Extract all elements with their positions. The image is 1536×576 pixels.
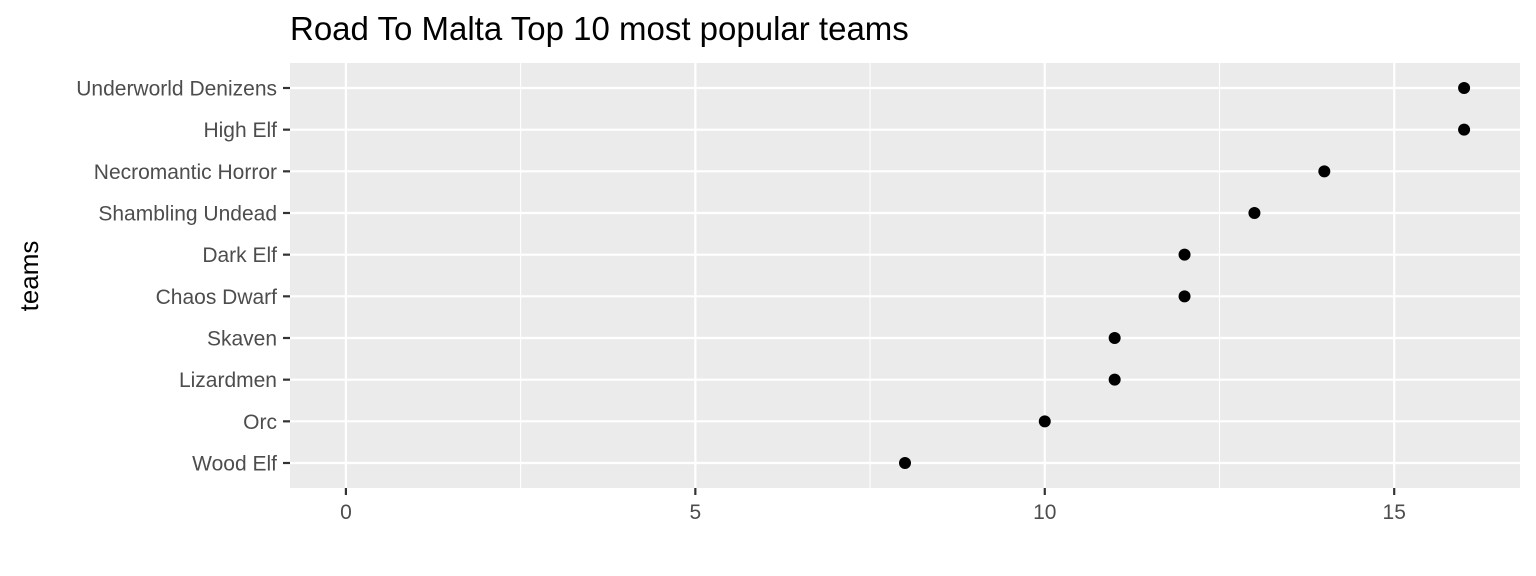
data-point [1178, 290, 1191, 303]
y-axis: Underworld Denizens High Elf Necromantic H… [76, 78, 290, 476]
data-point [1108, 373, 1121, 386]
x-tick-label: 5 [689, 501, 701, 524]
y-tick-label: Shambling Undead [98, 203, 277, 226]
data-point [1108, 332, 1121, 344]
y-axis-title: teams [14, 241, 44, 312]
y-tick-label: Orc [243, 411, 277, 434]
data-point [899, 457, 911, 469]
data-point [1458, 123, 1471, 136]
data-points [899, 82, 1471, 469]
y-tick-label: High Elf [203, 119, 277, 142]
plot-panel [290, 63, 1520, 488]
y-tick-label: Dark Elf [202, 244, 277, 267]
y-tick-label: Lizardmen [179, 369, 277, 392]
y-tick-label: Underworld Denizens [76, 78, 277, 101]
panel-background [290, 63, 1520, 488]
y-tick-label: Necromantic Horror [94, 161, 277, 184]
y-tick-label: Skaven [207, 328, 277, 351]
x-tick-label: 15 [1383, 501, 1406, 524]
data-point [1178, 248, 1191, 261]
data-point [1318, 165, 1331, 178]
chart-title: Road To Malta Top 10 most popular teams [290, 10, 909, 47]
x-tick-label: 10 [1033, 501, 1056, 524]
x-tick-label: 0 [340, 501, 352, 524]
x-axis: 0 5 10 15 [340, 488, 1406, 524]
data-point [1248, 207, 1261, 219]
y-tick-label: Chaos Dwarf [156, 286, 278, 309]
data-point [1038, 415, 1051, 428]
data-point [1458, 82, 1471, 94]
y-tick-label: Wood Elf [192, 453, 277, 476]
grid-lines [290, 63, 1520, 488]
